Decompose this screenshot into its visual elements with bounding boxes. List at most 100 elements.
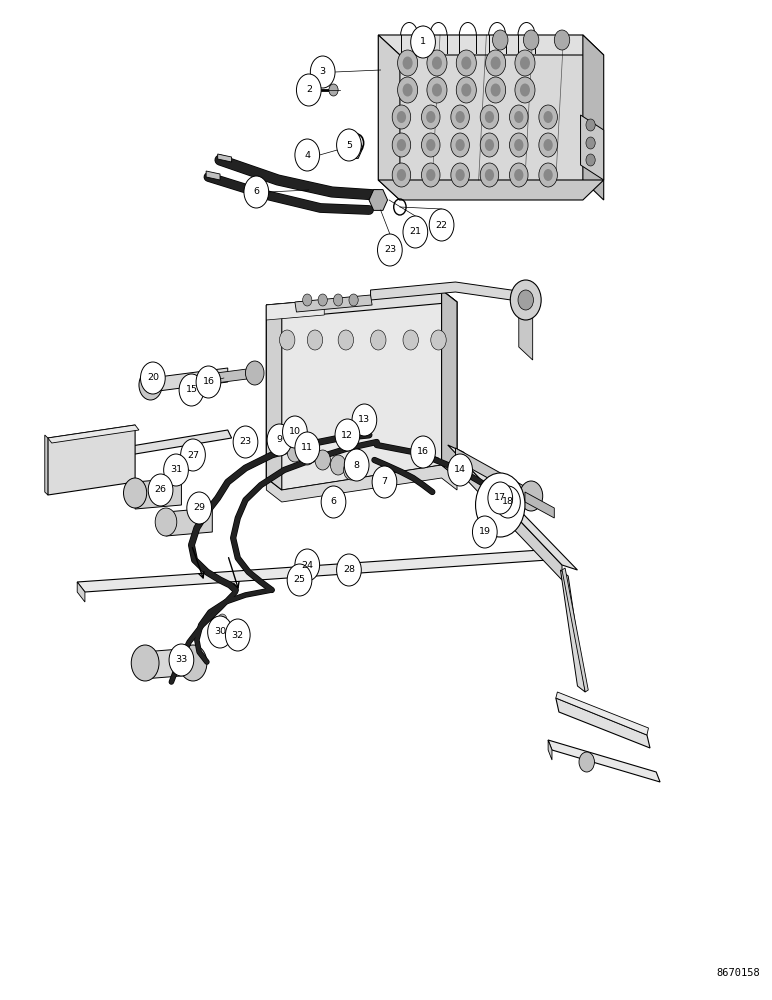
Circle shape xyxy=(337,554,361,586)
Text: 10: 10 xyxy=(289,428,301,436)
Polygon shape xyxy=(378,35,604,55)
Circle shape xyxy=(455,139,465,151)
Circle shape xyxy=(539,105,557,129)
Circle shape xyxy=(510,163,528,187)
Circle shape xyxy=(485,111,494,123)
Text: 6: 6 xyxy=(253,188,259,196)
Circle shape xyxy=(514,139,523,151)
Circle shape xyxy=(523,30,539,50)
Circle shape xyxy=(586,154,595,166)
Polygon shape xyxy=(378,35,400,200)
Text: 23: 23 xyxy=(239,438,252,446)
Circle shape xyxy=(579,752,594,772)
Polygon shape xyxy=(556,692,648,735)
Polygon shape xyxy=(266,290,457,318)
Circle shape xyxy=(485,169,494,181)
Circle shape xyxy=(372,466,397,498)
Polygon shape xyxy=(448,445,577,570)
Text: 3: 3 xyxy=(320,68,326,77)
Circle shape xyxy=(296,74,321,106)
Circle shape xyxy=(486,50,506,76)
Circle shape xyxy=(456,77,476,103)
Circle shape xyxy=(392,133,411,157)
Circle shape xyxy=(510,105,528,129)
Circle shape xyxy=(403,56,413,70)
Polygon shape xyxy=(206,171,220,180)
Polygon shape xyxy=(266,290,457,490)
Circle shape xyxy=(520,84,530,97)
Circle shape xyxy=(448,454,472,486)
Circle shape xyxy=(491,56,501,70)
Circle shape xyxy=(124,478,147,508)
Text: 28: 28 xyxy=(343,566,355,574)
Circle shape xyxy=(451,163,469,187)
Polygon shape xyxy=(378,180,604,200)
Circle shape xyxy=(283,416,307,448)
Polygon shape xyxy=(369,190,388,210)
Polygon shape xyxy=(216,368,255,383)
Circle shape xyxy=(267,424,292,456)
Circle shape xyxy=(496,486,520,518)
Circle shape xyxy=(318,294,327,306)
Text: 19: 19 xyxy=(479,528,491,536)
Circle shape xyxy=(335,419,360,451)
Circle shape xyxy=(307,330,323,350)
Circle shape xyxy=(337,129,361,161)
Circle shape xyxy=(295,549,320,581)
Circle shape xyxy=(426,169,435,181)
Circle shape xyxy=(493,30,508,50)
Circle shape xyxy=(480,133,499,157)
Circle shape xyxy=(480,105,499,129)
Text: 22: 22 xyxy=(435,221,448,230)
Polygon shape xyxy=(77,430,232,463)
Circle shape xyxy=(295,432,320,464)
Polygon shape xyxy=(77,550,548,592)
Circle shape xyxy=(295,139,320,171)
Polygon shape xyxy=(135,478,181,509)
Circle shape xyxy=(131,645,159,681)
Text: 13: 13 xyxy=(358,416,371,424)
Circle shape xyxy=(244,176,269,208)
Polygon shape xyxy=(143,648,193,679)
Circle shape xyxy=(338,330,354,350)
Circle shape xyxy=(287,442,303,462)
Polygon shape xyxy=(548,740,660,782)
Circle shape xyxy=(403,216,428,248)
Polygon shape xyxy=(266,305,282,490)
Polygon shape xyxy=(562,568,588,692)
Polygon shape xyxy=(266,465,457,502)
Polygon shape xyxy=(556,698,650,748)
Text: 25: 25 xyxy=(293,576,306,584)
Text: 23: 23 xyxy=(384,245,396,254)
Circle shape xyxy=(543,139,553,151)
Text: 8670158: 8670158 xyxy=(716,968,760,978)
Circle shape xyxy=(403,84,413,97)
Text: 21: 21 xyxy=(409,228,422,236)
Circle shape xyxy=(315,450,330,470)
Circle shape xyxy=(427,50,447,76)
Circle shape xyxy=(427,77,447,103)
Circle shape xyxy=(411,26,435,58)
Circle shape xyxy=(330,455,346,475)
Polygon shape xyxy=(295,295,372,312)
Circle shape xyxy=(164,454,188,486)
Circle shape xyxy=(398,50,418,76)
Circle shape xyxy=(432,56,442,70)
Circle shape xyxy=(586,119,595,131)
Polygon shape xyxy=(166,508,212,536)
Circle shape xyxy=(411,436,435,468)
Text: 15: 15 xyxy=(185,385,198,394)
Text: 18: 18 xyxy=(502,497,514,506)
Polygon shape xyxy=(77,582,85,602)
Text: 1: 1 xyxy=(420,37,426,46)
Polygon shape xyxy=(519,292,533,360)
Text: 31: 31 xyxy=(170,466,182,475)
Polygon shape xyxy=(77,455,81,480)
Circle shape xyxy=(462,84,471,97)
Circle shape xyxy=(431,330,446,350)
Circle shape xyxy=(429,209,454,241)
Circle shape xyxy=(371,330,386,350)
Circle shape xyxy=(392,105,411,129)
Circle shape xyxy=(451,105,469,129)
Text: 2: 2 xyxy=(306,86,312,95)
